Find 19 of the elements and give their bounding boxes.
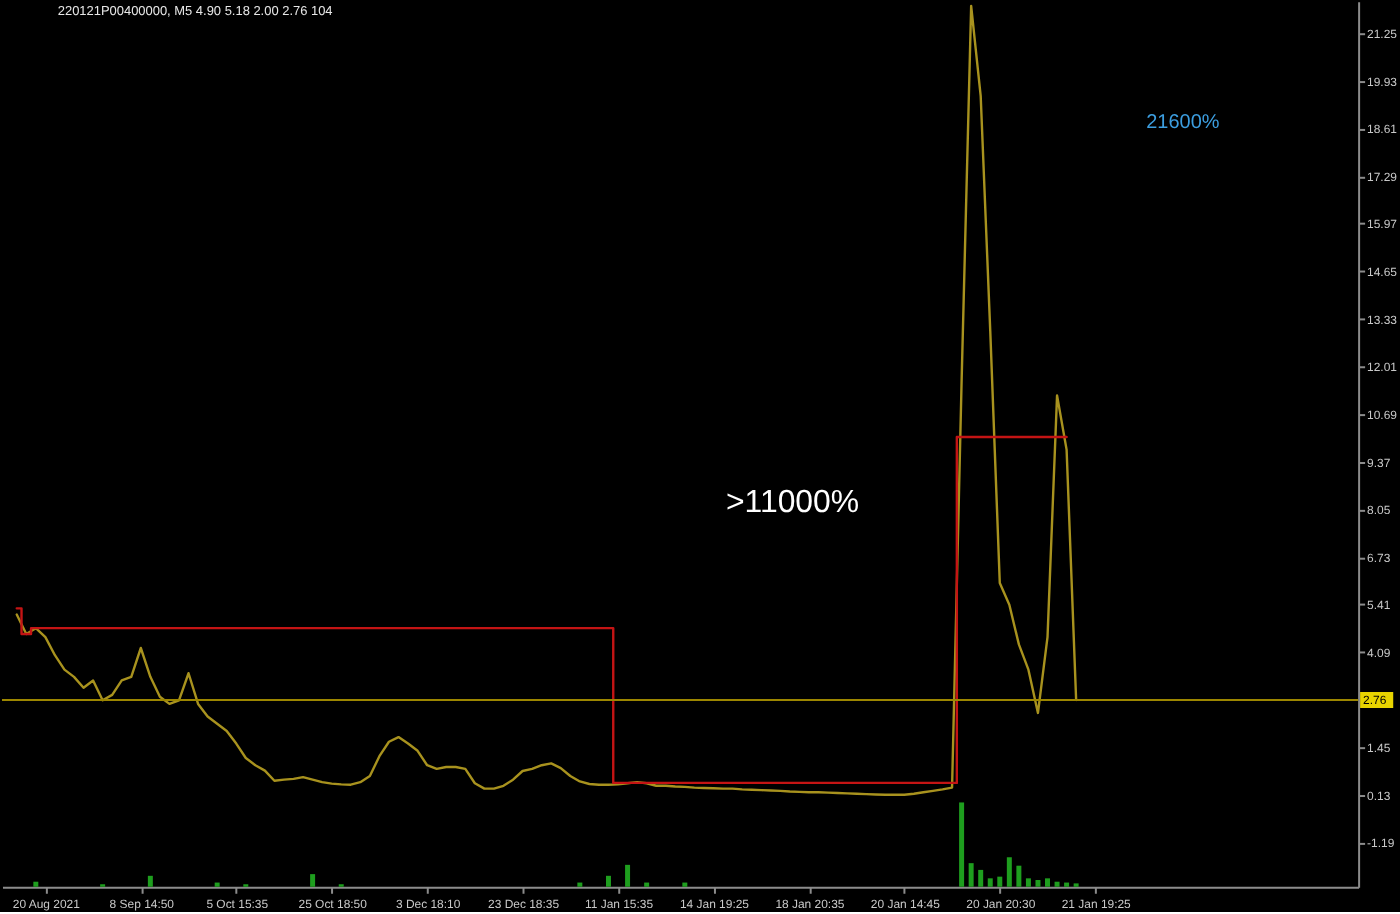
bar bbox=[310, 874, 316, 887]
bar bbox=[968, 863, 974, 887]
bar bbox=[1035, 880, 1041, 887]
bar bbox=[978, 869, 984, 887]
bar bbox=[1025, 878, 1031, 887]
bar bbox=[147, 875, 153, 887]
bar bbox=[987, 878, 993, 887]
bar bbox=[605, 875, 611, 887]
line-series bbox=[15, 4, 1078, 796]
bar bbox=[959, 802, 965, 887]
bar bbox=[1016, 865, 1022, 887]
bar bbox=[1006, 857, 1012, 887]
bar bbox=[1045, 878, 1050, 887]
annotation: 21600% bbox=[1146, 112, 1220, 135]
annotation: >11000% bbox=[725, 486, 860, 521]
bar bbox=[1054, 881, 1060, 887]
bar bbox=[997, 876, 1003, 887]
bar bbox=[625, 864, 631, 887]
bar bbox=[33, 881, 39, 887]
